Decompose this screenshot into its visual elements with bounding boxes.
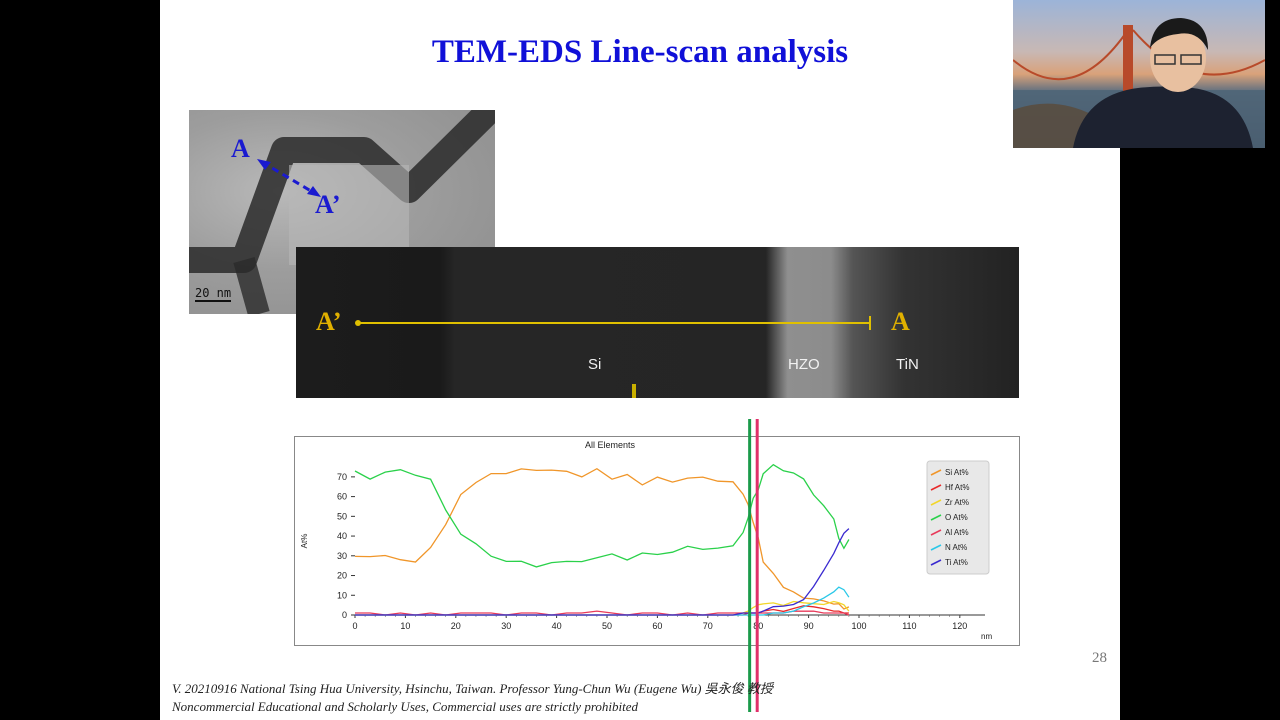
legend-swatch (930, 544, 942, 551)
tem-structure-drawing (189, 110, 495, 314)
scale-bar: 20 nm (195, 286, 232, 302)
stem-linescan-image: A’ A Si HZO TiN (296, 247, 1019, 398)
scan-start-point (355, 320, 361, 326)
y-axis-label: At% (300, 534, 309, 549)
legend-label: N At% (945, 543, 967, 552)
page-number: 28 (1092, 650, 1107, 666)
legend-label: Ti At% (945, 558, 968, 567)
legend-swatch (930, 514, 942, 521)
x-tick-label: 60 (652, 621, 662, 631)
y-tick-label: 40 (337, 531, 347, 541)
legend-label: Si At% (945, 468, 969, 477)
bridge-tower-icon (1123, 25, 1133, 125)
legend-swatch (930, 469, 942, 476)
scan-arrow-line (261, 160, 317, 196)
legend-swatch (930, 529, 942, 536)
x-tick-label: 20 (451, 621, 461, 631)
strip-point-a-label: A (891, 307, 910, 336)
series-line-al (355, 610, 850, 616)
x-tick-label: 100 (851, 621, 866, 631)
x-tick-label: 90 (804, 621, 814, 631)
x-tick-label: 40 (552, 621, 562, 631)
legend-label: Al At% (945, 528, 969, 537)
x-axis-label: nm (981, 632, 992, 641)
legend-swatch (930, 484, 942, 491)
y-tick-label: 20 (337, 571, 347, 581)
layer-tin-label: TiN (896, 356, 919, 373)
legend-swatch (930, 559, 942, 566)
series-line-ti (355, 528, 850, 616)
x-tick-label: 50 (602, 621, 612, 631)
x-tick-label: 80 (753, 621, 763, 631)
legend-swatch (930, 499, 942, 506)
series-line-si (354, 467, 850, 610)
y-tick-label: 10 (337, 590, 347, 600)
y-tick-label: 30 (337, 551, 347, 561)
presenter-body (1073, 86, 1253, 148)
legend-label: O At% (945, 513, 968, 522)
layer-si-label: Si (588, 356, 602, 373)
footer-line-1: V. 20210916 National Tsing Hua Universit… (172, 681, 773, 696)
series-line-n (355, 586, 850, 616)
point-a-prime-label: A’ (315, 190, 341, 219)
legend-label: Hf At% (945, 483, 969, 492)
y-tick-label: 0 (342, 610, 347, 620)
x-tick-label: 120 (952, 621, 967, 631)
arrow-head-a-prime-icon (307, 186, 321, 197)
presenter-face (1150, 24, 1206, 92)
x-tick-label: 0 (352, 621, 357, 631)
y-tick-label: 70 (337, 472, 347, 482)
x-tick-label: 30 (501, 621, 511, 631)
eds-linescan-chart: All Elements 0 10 20 30 40 50 60 70 80 90 100 110 120… (294, 436, 1020, 646)
y-tick-label: 50 (337, 511, 347, 521)
x-tick-label: 110 (902, 621, 916, 631)
slide-title: TEM-EDS Line-scan analysis (431, 34, 849, 70)
probe-marker (632, 384, 636, 398)
footer-line-2: Noncommercial Educational and Scholarly … (172, 699, 639, 714)
x-tick-label: 70 (703, 621, 713, 631)
y-tick-label: 60 (337, 492, 347, 502)
layer-hzo-label: HZO (788, 356, 820, 373)
slide-footer: V. 20210916 National Tsing Hua Universit… (172, 680, 773, 716)
presenter-webcam[interactable] (1013, 0, 1265, 148)
series-line-o (354, 463, 850, 568)
strip-point-a-prime-label: A’ (316, 307, 342, 336)
point-a-label: A (231, 134, 250, 163)
arrow-head-a-icon (257, 159, 271, 170)
chart-title: All Elements (585, 440, 636, 450)
legend-label: Zr At% (945, 498, 969, 507)
legend-box (926, 460, 990, 575)
x-tick-label: 10 (400, 621, 410, 631)
presentation-slide: TEM-EDS Line-scan analysis A A’ 20 nm A’… (160, 0, 1120, 720)
